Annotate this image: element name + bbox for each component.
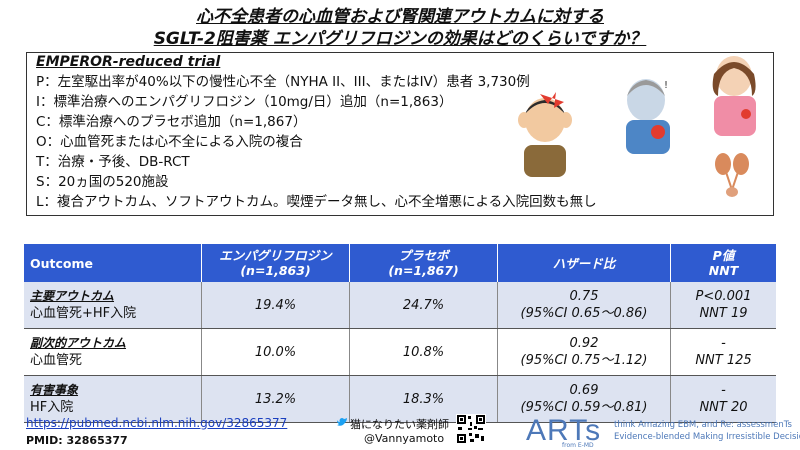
trial-name: EMPEROR-reduced trial <box>36 54 221 70</box>
outcome-cell: 有害事象 HF入院 <box>24 375 202 423</box>
p-nnt-cell: - NNT 20 <box>670 375 776 423</box>
header-empa-n: (n=1,863) <box>240 263 311 278</box>
table-row: 主要アウトカム 心血管死+HF入院 19.4% 24.7% 0.75 (95%C… <box>24 282 776 329</box>
arts-logo: ARTs <box>526 414 602 447</box>
results-table: Outcome エンパグリフロジン (n=1,863) プラセボ (n=1,86… <box>24 244 776 423</box>
tagline-2: Evidence-blended Making Irresistible Dec… <box>614 432 800 442</box>
table-row: 有害事象 HF入院 13.2% 18.3% 0.69 (95%CI 0.59～0… <box>24 375 776 423</box>
p-nnt-cell: P<0.001 NNT 19 <box>670 282 776 329</box>
pico-o: O：心血管死または心不全による入院の複合 <box>36 134 303 150</box>
outcome-heading: 有害事象 <box>30 383 79 397</box>
pico-box <box>26 52 774 216</box>
qr-code-icon[interactable] <box>456 414 486 444</box>
pico-p: P：左室駆出率が40%以下の慢性心不全（NYHA II、III、またはIV）患者… <box>36 74 530 90</box>
placebo-value: 18.3% <box>349 375 498 423</box>
header-p-nnt: P値 NNT <box>670 244 776 282</box>
outcome-sub: 心血管死 <box>30 353 83 368</box>
empa-value: 13.2% <box>201 375 350 423</box>
arts-logo-sub: from E-MD <box>562 442 594 449</box>
twitter-handle: @Vannyamoto <box>364 432 445 445</box>
hr-value: 0.92 <box>569 336 599 351</box>
hr-ci: (95%CI 0.75～1.12) <box>520 353 648 368</box>
header-p-label: P値 <box>712 248 735 263</box>
pico-i: I：標準治療へのエンパグリフロジン（10mg/日）追加（n=1,863） <box>36 94 453 110</box>
hr-ci: (95%CI 0.59～0.81) <box>520 400 648 415</box>
svg-text:!: ! <box>664 80 668 91</box>
placebo-value: 10.8% <box>349 328 498 376</box>
table-row: 副次的アウトカム 心血管死 10.0% 10.8% 0.92 (95%CI 0.… <box>24 328 776 376</box>
hr-cell: 0.75 (95%CI 0.65～0.86) <box>497 282 671 329</box>
p-nnt-cell: - NNT 125 <box>670 328 776 376</box>
hr-cell: 0.92 (95%CI 0.75～1.12) <box>497 328 671 376</box>
tagline-1: think Amazing EBM, and Re: assessmenTs <box>614 420 792 430</box>
author-name: 猫になりたい薬剤師 <box>350 418 449 431</box>
woman-chest-pain-illustration <box>712 56 756 136</box>
title-line-1: 心不全患者の心血管および腎関連アウトカムに対する <box>196 7 604 27</box>
outcome-heading: 副次的アウトカム <box>30 336 127 350</box>
pubmed-link[interactable]: https://pubmed.ncbi.nlm.nih.gov/32865377 <box>26 416 288 430</box>
header-placebo-label: プラセボ <box>398 248 449 263</box>
outcome-sub: 心血管死+HF入院 <box>30 306 137 321</box>
nnt-value: NNT 125 <box>695 353 752 368</box>
placebo-value: 24.7% <box>349 282 498 329</box>
pmid-label: PMID: 32865377 <box>26 434 128 447</box>
nnt-value: NNT 19 <box>699 306 748 321</box>
hr-value: 0.75 <box>569 289 599 304</box>
pico-l: L：複合アウトカム、ソフトアウトカム。喫煙データ無し、心不全増悪による入院回数も… <box>36 194 597 210</box>
header-placebo-n: (n=1,867) <box>388 263 459 278</box>
twitter-bird-icon <box>337 418 347 426</box>
outcome-cell: 主要アウトカム 心血管死+HF入院 <box>24 282 202 329</box>
hr-cell: 0.69 (95%CI 0.59～0.81) <box>497 375 671 423</box>
empa-value: 19.4% <box>201 282 350 329</box>
p-value: - <box>721 336 726 351</box>
header-nnt-label: NNT <box>708 263 739 278</box>
header-placebo: プラセボ (n=1,867) <box>349 244 498 282</box>
hr-value: 0.69 <box>569 383 599 398</box>
pico-t: T：治療・予後、DB-RCT <box>36 154 190 170</box>
header-empa-label: エンパグリフロジン <box>219 248 332 263</box>
outcome-heading: 主要アウトカム <box>30 289 115 303</box>
chest-pain-man-illustration: ! <box>626 79 670 154</box>
pico-s: S：20ヵ国の520施設 <box>36 174 169 190</box>
header-empa: エンパグリフロジン (n=1,863) <box>201 244 350 282</box>
title-line-2: SGLT-2阻害薬 エンパグリフロジンの効果はどのくらいですか？ <box>153 29 647 49</box>
hr-ci: (95%CI 0.65～0.86) <box>520 306 648 321</box>
pico-c: C：標準治療へのプラセボ追加（n=1,867） <box>36 114 307 130</box>
header-hr: ハザード比 <box>497 244 671 282</box>
empa-value: 10.0% <box>201 328 350 376</box>
headache-man-illustration <box>518 92 572 177</box>
outcome-sub: HF入院 <box>30 400 74 415</box>
header-outcome-label: Outcome <box>30 255 94 271</box>
p-value: - <box>721 383 726 398</box>
header-outcome: Outcome <box>24 244 202 282</box>
nnt-value: NNT 20 <box>699 400 748 415</box>
kidney-icon <box>715 153 749 197</box>
header-hr-label: ハザード比 <box>552 255 616 271</box>
outcome-cell: 副次的アウトカム 心血管死 <box>24 328 202 376</box>
p-value: P<0.001 <box>695 289 752 304</box>
